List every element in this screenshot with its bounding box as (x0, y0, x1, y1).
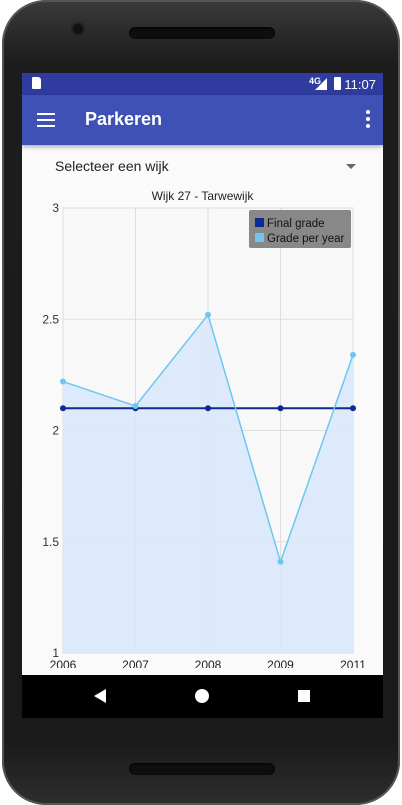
y-tick-label: 3 (52, 201, 59, 215)
data-point (60, 378, 66, 385)
legend-label: Final grade (267, 218, 325, 230)
x-tick-label: 2009 (267, 658, 294, 668)
chart-title: Wijk 27 - Tarwewijk (151, 189, 254, 203)
screen: 4G 11:07 Parkeren Selecteer een wijk Wij… (22, 73, 383, 718)
district-select-label: Selecteer een wijk (55, 158, 169, 174)
data-point (205, 311, 211, 318)
legend-box (249, 210, 351, 248)
network-type: 4G (308, 76, 321, 86)
y-tick-label: 1.5 (42, 535, 59, 549)
data-point (350, 351, 356, 358)
data-point (277, 558, 284, 565)
sd-card-icon (32, 77, 41, 89)
y-tick-label: 2.5 (42, 312, 59, 326)
data-point (60, 405, 66, 412)
page-title: Parkeren (85, 109, 163, 129)
x-tick-label: 2006 (50, 658, 77, 668)
data-point (277, 405, 284, 412)
speaker-grille-top (129, 27, 275, 39)
series-area-1 (63, 314, 353, 653)
data-point (350, 405, 356, 412)
chevron-down-icon (346, 164, 356, 169)
legend-swatch (255, 233, 264, 242)
x-tick-label: 2008 (195, 658, 222, 668)
legend-label: Grade per year (267, 233, 345, 245)
legend-swatch (255, 218, 264, 227)
more-vert-icon[interactable] (365, 110, 371, 130)
battery-icon (334, 77, 341, 90)
menu-icon[interactable] (37, 113, 55, 127)
status-bar: 4G 11:07 (22, 73, 383, 95)
clock: 11:07 (344, 77, 376, 92)
x-tick-label: 2007 (122, 658, 149, 668)
line-chart: 1 1.5 2 2.5 3 2006 2007 2008 2009 2011 Final grade… (42, 201, 366, 668)
recent-apps-icon[interactable] (298, 690, 310, 702)
y-tick-label: 1 (52, 646, 59, 660)
data-point (205, 405, 211, 412)
navigation-bar (22, 675, 383, 718)
district-select[interactable]: Selecteer een wijk (44, 155, 364, 181)
y-tick-label: 2 (52, 424, 59, 438)
back-icon[interactable] (94, 689, 106, 703)
speaker-grille-bottom (129, 763, 275, 775)
app-bar: Parkeren (22, 95, 383, 145)
home-icon[interactable] (195, 689, 209, 703)
x-tick-label: 2011 (340, 658, 366, 668)
data-point (132, 403, 139, 410)
signal-icon (315, 78, 327, 90)
front-camera (73, 24, 83, 34)
